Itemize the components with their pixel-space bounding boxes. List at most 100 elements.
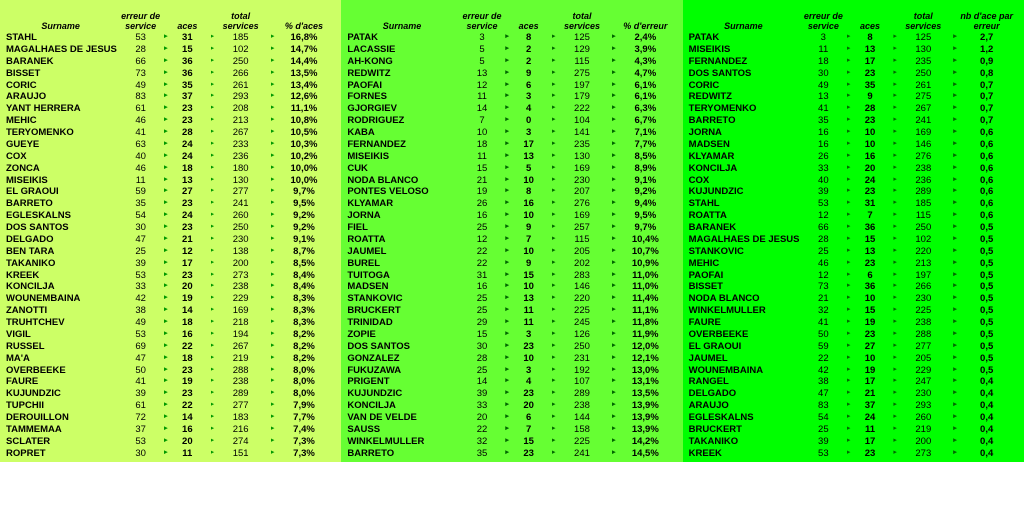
cell: 13,1% <box>612 376 679 388</box>
cell: 158 <box>552 424 612 436</box>
cell: 27 <box>847 341 894 353</box>
cell: 10,0% <box>271 175 338 187</box>
cell: 200 <box>893 436 953 448</box>
cell: 11 <box>505 317 552 329</box>
cell: 8,5% <box>612 151 679 163</box>
cell: 53 <box>117 329 164 341</box>
cell: 22 <box>459 246 506 258</box>
cell: 41 <box>800 103 847 115</box>
cell: 257 <box>552 222 612 234</box>
table-row: PONTES VELOSO1982079,2% <box>345 186 678 198</box>
table-row: YANT HERRERA612320811,1% <box>4 103 337 115</box>
cell: 31 <box>847 198 894 210</box>
table-row: ROATTA12711510,4% <box>345 234 678 246</box>
cell: 37 <box>117 424 164 436</box>
cell: WINKELMULLER <box>345 436 458 448</box>
cell: 146 <box>893 139 953 151</box>
cell: 230 <box>211 234 271 246</box>
cell: TUPCHII <box>4 400 117 412</box>
cell: 7 <box>459 115 506 127</box>
cell: 23 <box>164 115 211 127</box>
cell: 0,6 <box>953 139 1020 151</box>
cell: DELGADO <box>4 234 117 246</box>
cell: 9,1% <box>612 175 679 187</box>
cell: 23 <box>164 365 211 377</box>
cell: 5 <box>459 56 506 68</box>
cell: 275 <box>893 91 953 103</box>
cell: 14,7% <box>271 44 338 56</box>
cell: 8,0% <box>271 365 338 377</box>
table-row: WINKELMULLER321522514,2% <box>345 436 678 448</box>
cell: 0,5 <box>953 353 1020 365</box>
cell: 41 <box>117 376 164 388</box>
cell: 16 <box>459 210 506 222</box>
cell: ROATTA <box>345 234 458 246</box>
cell: 250 <box>211 222 271 234</box>
table-row: NODA BLANCO21102309,1% <box>345 175 678 187</box>
table-row: EGLESKALNS54242609,2% <box>4 210 337 222</box>
cell: 220 <box>893 246 953 258</box>
cell: 28 <box>459 353 506 365</box>
cell: 10,9% <box>612 258 679 270</box>
table-row: KONCILJA33202380,6 <box>687 163 1020 175</box>
tables-container: Surname erreur de service aces total ser… <box>0 0 1024 462</box>
cell: 115 <box>552 56 612 68</box>
cell: TRUHTCHEV <box>4 317 117 329</box>
cell: ARAUJO <box>687 400 800 412</box>
cell: 12,1% <box>612 353 679 365</box>
cell: 0,5 <box>953 305 1020 317</box>
cell: 0,5 <box>953 234 1020 246</box>
cell: ZANOTTI <box>4 305 117 317</box>
cell: 42 <box>800 365 847 377</box>
cell: KLYAMAR <box>687 151 800 163</box>
cell: 0,9 <box>953 56 1020 68</box>
cell: 11 <box>847 424 894 436</box>
cell: 72 <box>117 412 164 424</box>
cell: 22 <box>459 424 506 436</box>
cell: 130 <box>552 151 612 163</box>
table-row: VAN DE VELDE20614413,9% <box>345 412 678 424</box>
cell: KUJUNDZIC <box>4 388 117 400</box>
cell: 16 <box>800 127 847 139</box>
cell: 39 <box>800 436 847 448</box>
cell: 289 <box>552 388 612 400</box>
cell: 49 <box>117 80 164 92</box>
cell: 25 <box>800 246 847 258</box>
cell: 2 <box>505 56 552 68</box>
cell: SCLATER <box>4 436 117 448</box>
cell: PRIGENT <box>345 376 458 388</box>
cell: PONTES VELOSO <box>345 186 458 198</box>
cell: 293 <box>211 91 271 103</box>
cell: 36 <box>164 56 211 68</box>
cell: 225 <box>552 436 612 448</box>
table-row: DELGADO47212300,4 <box>687 388 1020 400</box>
table-row: STAHL533118516,8% <box>4 32 337 44</box>
cell: 25 <box>459 305 506 317</box>
cell: 63 <box>117 139 164 151</box>
table-row: KLYAMAR26162760,6 <box>687 151 1020 163</box>
cell: 10 <box>505 175 552 187</box>
cell: 8 <box>847 32 894 44</box>
table-row: VIGIL53161948,2% <box>4 329 337 341</box>
cell: 10 <box>459 127 506 139</box>
cell: 179 <box>552 91 612 103</box>
cell: 23 <box>164 198 211 210</box>
cell: 35 <box>164 80 211 92</box>
table-row: MISEIKIS11131301,2 <box>687 44 1020 56</box>
table-row: OVERBEEKE50232888,0% <box>4 365 337 377</box>
cell: WOUNEMBAINA <box>687 365 800 377</box>
cell: 12 <box>800 270 847 282</box>
cell: 6,1% <box>612 91 679 103</box>
cell: 7,3% <box>271 448 338 460</box>
cell: 0,4 <box>953 388 1020 400</box>
cell: 11 <box>505 305 552 317</box>
cell: CUK <box>345 163 458 175</box>
table-row: BUREL22920210,9% <box>345 258 678 270</box>
cell: 38 <box>117 305 164 317</box>
cell: 31 <box>459 270 506 282</box>
cell: 17 <box>847 376 894 388</box>
cell: 0,8 <box>953 68 1020 80</box>
table-row: KUJUNDZIC392328913,5% <box>345 388 678 400</box>
cell: 15 <box>164 44 211 56</box>
table-row: KONCILJA332023813,9% <box>345 400 678 412</box>
